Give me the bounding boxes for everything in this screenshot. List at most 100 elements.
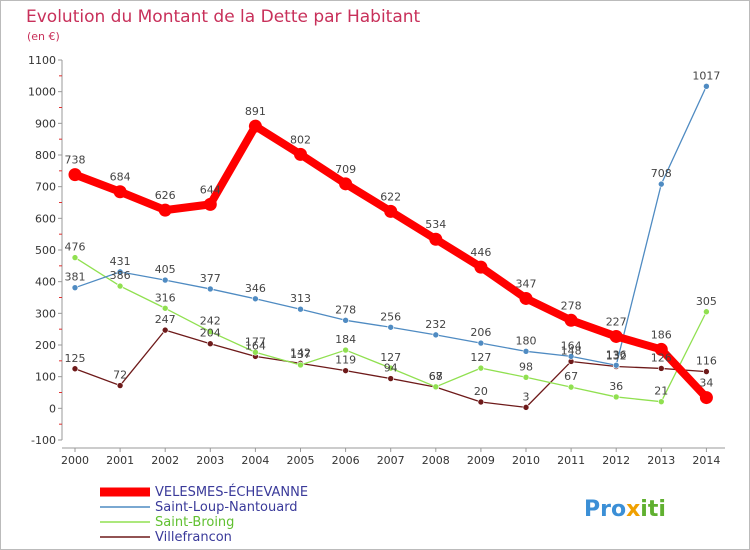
data-label-1: 164 [561, 339, 582, 352]
data-label-3: 116 [696, 355, 717, 368]
data-label-1: 256 [380, 310, 401, 323]
logo-part-pro: Pro [584, 497, 626, 522]
y-tick-label: 0 [49, 402, 56, 415]
series-point-1 [477, 339, 485, 347]
data-label-3: 204 [200, 327, 221, 340]
logo-part-iti: iti [640, 497, 666, 522]
series-point-3 [116, 382, 124, 389]
series-point-1 [297, 305, 304, 313]
series-point-1 [71, 284, 79, 291]
y-tick-label: -100 [31, 434, 56, 447]
series-point-1 [252, 295, 259, 303]
series-point-2 [71, 254, 79, 261]
x-tick-label: 2005 [287, 454, 315, 467]
series-point-0 [68, 168, 82, 182]
x-tick-label: 2002 [151, 454, 179, 467]
series-point-2 [116, 282, 124, 290]
series-lines [68, 82, 713, 411]
data-label-0: 622 [380, 190, 401, 203]
x-tick-label: 2006 [332, 454, 360, 467]
data-label-0: 34 [699, 377, 713, 390]
data-label-0: 278 [561, 299, 582, 312]
proxiti-logo: Proxiti [584, 497, 666, 522]
data-label-2: 476 [65, 241, 86, 254]
series-point-3 [207, 340, 214, 348]
y-tick-label: 800 [35, 149, 56, 162]
series-point-0 [203, 197, 217, 211]
data-label-1: 313 [290, 292, 311, 305]
data-label-2: 127 [470, 351, 491, 364]
data-label-0: 626 [155, 189, 176, 202]
series-point-0 [113, 185, 127, 199]
data-label-2: 177 [245, 335, 266, 348]
x-tick-label: 2003 [196, 454, 224, 467]
y-tick-label: 400 [35, 276, 56, 289]
series-point-2 [387, 364, 395, 372]
series-point-2 [612, 393, 620, 401]
data-label-2: 316 [155, 291, 176, 304]
series-point-1 [657, 180, 665, 188]
y-tick-label: 600 [35, 212, 56, 225]
series-point-0 [248, 119, 262, 133]
series-point-0 [564, 313, 578, 327]
series-point-1 [207, 285, 214, 293]
data-label-1: 1017 [692, 69, 720, 82]
data-label-1: 381 [65, 271, 86, 284]
data-label-3: 164 [245, 339, 266, 352]
series-point-2 [703, 308, 710, 316]
legend-label-0: VELESMES-ÉCHEVANNE [155, 484, 308, 500]
series-point-2 [657, 398, 665, 405]
data-label-3: 20 [474, 385, 488, 398]
data-label-2: 137 [290, 348, 311, 361]
series-point-2 [161, 304, 169, 312]
data-label-1: 708 [651, 167, 672, 180]
data-label-3: 3 [523, 390, 530, 403]
data-label-1: 377 [200, 272, 221, 285]
x-tick-label: 2008 [422, 454, 450, 467]
y-tick-label: 500 [35, 244, 56, 257]
data-label-1: 346 [245, 282, 266, 295]
series-point-3 [477, 398, 485, 406]
series-point-0 [384, 204, 398, 218]
series-point-3 [657, 365, 665, 372]
data-label-1: 431 [110, 255, 131, 268]
x-tick-label: 2012 [602, 454, 630, 467]
data-label-0: 534 [425, 218, 446, 231]
data-label-3: 72 [113, 369, 127, 382]
legend-label-3: Villefrancon [155, 530, 232, 545]
data-label-0: 802 [290, 133, 311, 146]
series-point-3 [522, 404, 530, 411]
data-label-2: 36 [609, 380, 623, 393]
data-label-3: 67 [429, 370, 443, 383]
x-tick-label: 2010 [512, 454, 540, 467]
series-point-3 [387, 375, 395, 382]
data-label-0: 709 [335, 163, 356, 176]
data-label-0: 684 [110, 171, 131, 184]
data-label-2: 98 [519, 360, 533, 373]
series-point-2 [252, 348, 259, 356]
data-label-2: 21 [654, 385, 668, 398]
data-label-2: 67 [564, 370, 578, 383]
series-point-2 [567, 383, 575, 391]
series-point-2 [342, 346, 349, 354]
series-point-1 [116, 268, 124, 276]
data-label-1: 232 [425, 318, 446, 331]
x-tick-label: 2013 [647, 454, 675, 467]
data-label-0: 186 [651, 328, 672, 341]
data-label-0: 891 [245, 105, 266, 118]
x-tick-label: 2004 [241, 454, 269, 467]
data-label-2: 184 [335, 333, 356, 346]
series-point-3 [161, 326, 169, 334]
series-point-1 [342, 316, 349, 324]
data-label-1: 206 [470, 326, 491, 339]
legend: VELESMES-ÉCHEVANNESaint-Loup-NantouardSa… [100, 484, 308, 545]
series-point-1 [567, 353, 575, 360]
data-label-0: 347 [516, 277, 537, 290]
series-point-1 [161, 276, 169, 284]
series-point-0 [474, 260, 488, 274]
data-label-3: 132 [606, 350, 627, 363]
series-point-2 [207, 328, 214, 336]
series-point-1 [387, 323, 395, 331]
data-label-3: 247 [155, 313, 176, 326]
